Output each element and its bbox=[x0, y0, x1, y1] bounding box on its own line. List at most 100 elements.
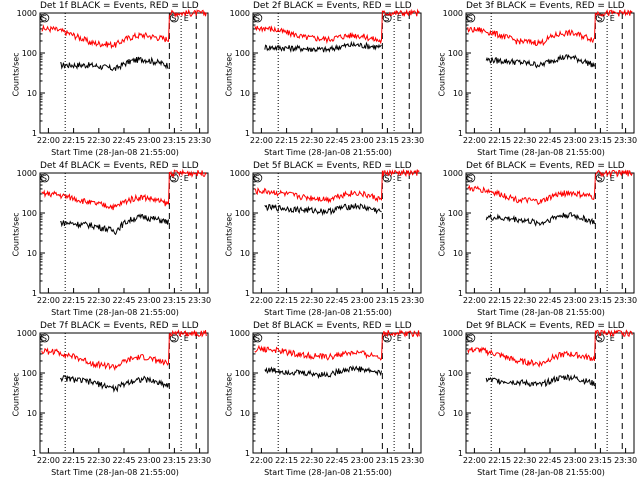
y-tick-label: 1 bbox=[32, 449, 37, 458]
y-tick-label: 1000 bbox=[443, 169, 463, 178]
x-tick-label: 23:00 bbox=[564, 136, 587, 145]
x-tick-label: 23:30 bbox=[188, 296, 211, 305]
y-tick-label: 10 bbox=[453, 249, 463, 258]
marker-S: S bbox=[468, 334, 473, 343]
marker-S-ring bbox=[40, 173, 50, 183]
panel-plot: 1 10 100 1000 22:00 22:15 22:30 22:45 23:00 23:15… bbox=[17, 168, 211, 305]
detector-panel: Det 3f BLACK = Events, RED = LLD Counts/s… bbox=[426, 0, 639, 160]
lld-series-line bbox=[254, 8, 420, 45]
x-tick-label: 23:15 bbox=[589, 136, 612, 145]
lld-series-line bbox=[41, 168, 207, 211]
x-tick-label: 22:00 bbox=[463, 456, 486, 465]
x-tick-label: 22:45 bbox=[112, 456, 135, 465]
y-tick-label: 1 bbox=[245, 129, 250, 138]
y-tick-label: 100 bbox=[235, 49, 250, 58]
x-tick-label: 23:00 bbox=[138, 296, 161, 305]
y-tick-label: 10 bbox=[240, 249, 250, 258]
marker-S: S bbox=[171, 174, 176, 183]
marker-S: S bbox=[171, 14, 176, 23]
panel-title: Det 8f BLACK = Events, RED = LLD bbox=[253, 321, 412, 331]
x-tick-label: 22:15 bbox=[275, 136, 298, 145]
x-tick-label: 22:30 bbox=[300, 296, 323, 305]
x-axis-label: Start Time (28-Jan-08 21:55:00) bbox=[477, 308, 605, 317]
marker-S: S bbox=[42, 14, 47, 23]
y-tick-label: 10 bbox=[240, 89, 250, 98]
x-tick-label: 23:00 bbox=[351, 456, 374, 465]
x-tick-label: 23:15 bbox=[376, 296, 399, 305]
marker-S: S bbox=[42, 174, 47, 183]
x-tick-label: 23:00 bbox=[351, 136, 374, 145]
panel-plot: 1 10 100 1000 22:00 22:15 22:30 22:45 23:00 23:15… bbox=[230, 168, 424, 305]
marker-E: E bbox=[184, 14, 189, 23]
x-tick-label: 23:00 bbox=[564, 456, 587, 465]
marker-S-ring bbox=[40, 13, 50, 23]
events-series-line bbox=[60, 56, 169, 72]
marker-S: S bbox=[384, 334, 389, 343]
x-tick-label: 22:45 bbox=[538, 456, 561, 465]
marker-S: S bbox=[468, 14, 473, 23]
events-series-line bbox=[485, 211, 595, 227]
x-tick-label: 22:30 bbox=[87, 296, 110, 305]
y-tick-label: 10 bbox=[240, 409, 250, 418]
x-tick-label: 23:30 bbox=[401, 136, 424, 145]
y-tick-label: 1000 bbox=[230, 9, 250, 18]
lld-series-line bbox=[467, 329, 633, 368]
detector-panel: Det 5f BLACK = Events, RED = LLD Counts/s… bbox=[213, 160, 426, 320]
x-axis-label: Start Time (28-Jan-08 21:55:00) bbox=[264, 308, 392, 317]
marker-S-ring bbox=[253, 173, 263, 183]
x-tick-label: 22:00 bbox=[463, 296, 486, 305]
x-tick-label: 22:45 bbox=[325, 296, 348, 305]
x-tick-label: 23:00 bbox=[564, 296, 587, 305]
panel-title: Det 4f BLACK = Events, RED = LLD bbox=[40, 161, 199, 171]
x-tick-label: 23:00 bbox=[351, 296, 374, 305]
x-tick-label: 22:30 bbox=[300, 456, 323, 465]
detector-panel: Det 2f BLACK = Events, RED = LLD Counts/s… bbox=[213, 0, 426, 160]
y-tick-label: 100 bbox=[22, 369, 37, 378]
x-tick-label: 22:30 bbox=[87, 136, 110, 145]
y-tick-label: 1 bbox=[458, 129, 463, 138]
y-tick-label: 100 bbox=[448, 209, 463, 218]
panel-title: Det 2f BLACK = Events, RED = LLD bbox=[253, 1, 412, 11]
marker-S: S bbox=[255, 334, 260, 343]
x-tick-label: 22:00 bbox=[463, 136, 486, 145]
x-tick-label: 22:30 bbox=[513, 456, 536, 465]
y-tick-label: 1000 bbox=[230, 169, 250, 178]
marker-S: S bbox=[171, 334, 176, 343]
marker-S-ring bbox=[40, 333, 50, 343]
x-tick-label: 22:30 bbox=[513, 136, 536, 145]
events-series-line bbox=[264, 365, 382, 380]
x-tick-label: 23:15 bbox=[163, 456, 186, 465]
x-tick-label: 22:15 bbox=[62, 296, 85, 305]
lld-series-line bbox=[254, 168, 420, 204]
lld-series-line bbox=[254, 328, 420, 361]
panel-title: Det 1f BLACK = Events, RED = LLD bbox=[40, 1, 199, 11]
marker-E: E bbox=[610, 14, 615, 23]
x-tick-label: 23:15 bbox=[376, 456, 399, 465]
panel-plot: 1 10 100 1000 22:00 22:15 22:30 22:45 23:00 23:15… bbox=[443, 329, 637, 465]
events-series-line bbox=[264, 203, 382, 217]
panel-title: Det 6f BLACK = Events, RED = LLD bbox=[466, 161, 625, 171]
y-tick-label: 1000 bbox=[17, 9, 37, 18]
panel-plot: 1 10 100 1000 22:00 22:15 22:30 22:45 23:00 23:15… bbox=[230, 328, 424, 465]
panel-title: Det 9f BLACK = Events, RED = LLD bbox=[466, 321, 625, 331]
x-tick-label: 23:15 bbox=[376, 136, 399, 145]
marker-E: E bbox=[184, 334, 189, 343]
x-tick-label: 23:30 bbox=[614, 136, 637, 145]
y-tick-label: 1 bbox=[32, 289, 37, 298]
y-tick-label: 100 bbox=[22, 49, 37, 58]
marker-S-ring bbox=[466, 13, 476, 23]
x-axis-label: Start Time (28-Jan-08 21:55:00) bbox=[51, 148, 179, 157]
x-tick-label: 22:00 bbox=[250, 456, 273, 465]
marker-S-ring bbox=[169, 333, 179, 343]
x-tick-label: 22:45 bbox=[538, 136, 561, 145]
x-tick-label: 23:30 bbox=[188, 456, 211, 465]
marker-S-ring bbox=[595, 13, 605, 23]
y-tick-label: 1 bbox=[245, 449, 250, 458]
x-tick-label: 22:30 bbox=[513, 296, 536, 305]
marker-S: S bbox=[468, 174, 473, 183]
x-tick-label: 23:00 bbox=[138, 456, 161, 465]
detector-panel: Det 7f BLACK = Events, RED = LLD Counts/s… bbox=[0, 320, 213, 480]
x-tick-label: 23:30 bbox=[401, 296, 424, 305]
marker-E: E bbox=[610, 334, 615, 343]
